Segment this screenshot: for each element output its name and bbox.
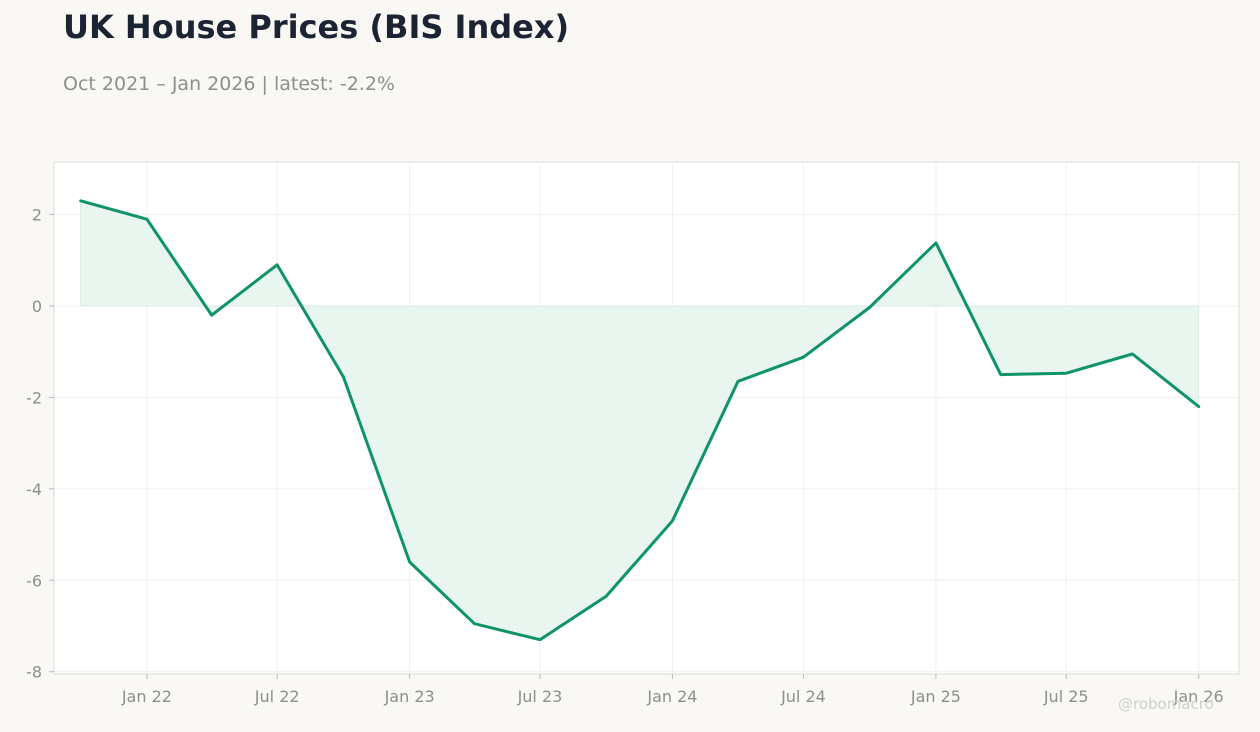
y-tick-label: -8 — [26, 663, 42, 682]
y-tick-label: -4 — [26, 480, 42, 499]
series-line — [79, 199, 1201, 642]
chart-subtitle: Oct 2021 – Jan 2026 | latest: -2.2% — [63, 73, 395, 95]
x-tick-label: Jan 22 — [121, 687, 172, 706]
y-tick-label: -2 — [26, 388, 42, 407]
watermark: @robomacro — [1118, 695, 1214, 713]
chart-title: UK House Prices (BIS Index) — [63, 8, 570, 46]
x-tick-label: Jul 25 — [1043, 687, 1089, 706]
y-tick-label: 2 — [32, 206, 42, 225]
x-tick-label: Jan 23 — [384, 687, 435, 706]
y-tick-label: -6 — [26, 571, 42, 590]
y-tick-label: 0 — [32, 297, 42, 316]
x-tick-label: Jul 23 — [517, 687, 563, 706]
x-tick-label: Jan 25 — [910, 687, 961, 706]
x-tick-label: Jan 24 — [646, 687, 697, 706]
x-tick-label: Jan 26 — [1173, 687, 1224, 706]
x-tick-label: Jul 24 — [780, 687, 826, 706]
x-tick-label: Jul 22 — [254, 687, 300, 706]
